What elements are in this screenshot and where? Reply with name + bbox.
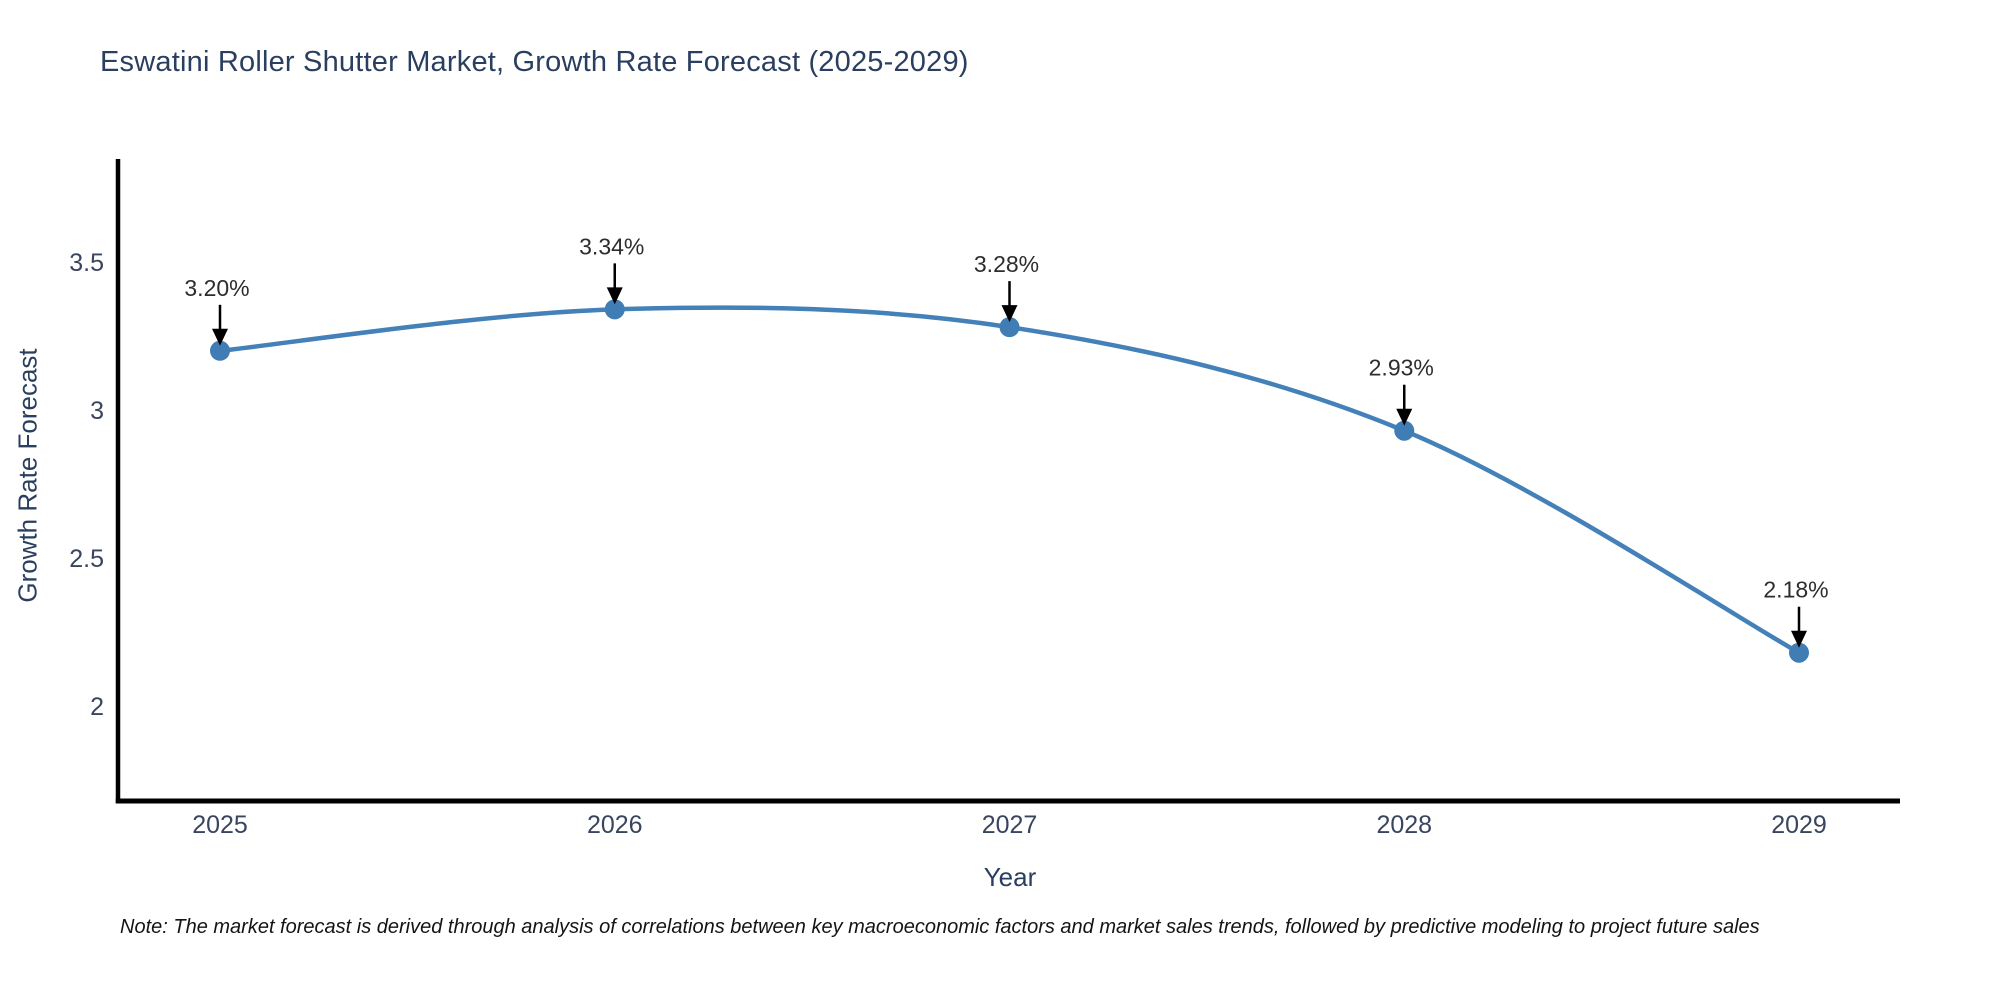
x-tick-label: 2027 [982,811,1038,839]
x-tick-label: 2026 [587,811,643,839]
data-point-label: 3.28% [974,251,1039,277]
data-point-marker [604,299,625,320]
annotation-arrow-head [212,328,228,346]
x-axis-line [115,798,1900,804]
data-point-marker [1394,420,1415,441]
data-point-marker [210,340,230,361]
annotation-arrow-head [1396,408,1413,426]
chart-title: Eswatini Roller Shutter Market, Growth R… [100,46,969,78]
footnote: Note: The market forecast is derived thr… [120,916,1760,938]
x-tick-label: 2029 [1771,811,1827,839]
annotation-arrow-stem [1797,606,1801,635]
forecast-line [217,305,1802,655]
x-tick-label: 2025 [192,811,248,839]
x-axis-title: Year [983,862,1037,892]
annotation-arrow-stem [218,304,222,333]
y-tick-label: 2.5 [69,545,104,573]
y-tick-label: 2 [90,693,104,721]
data-point-label: 3.34% [579,233,644,259]
annotation-arrow-stem [1403,384,1406,413]
data-point-label: 2.93% [1369,355,1434,381]
annotation-arrow-head [1001,305,1018,323]
y-tick-label: 3 [90,397,104,425]
data-point-marker [1789,642,1809,663]
y-axis-line [115,159,121,804]
data-point-label: 3.20% [184,275,249,301]
x-tick-label: 2028 [1376,811,1432,839]
annotation-arrow-head [1791,630,1807,648]
annotation-arrow-head [606,287,623,305]
data-point-label: 2.18% [1763,577,1828,603]
annotation-arrow-stem [613,263,616,292]
data-point-marker [999,317,1020,338]
annotation-arrow-stem [1008,281,1011,310]
y-tick-label: 3.5 [69,249,104,277]
